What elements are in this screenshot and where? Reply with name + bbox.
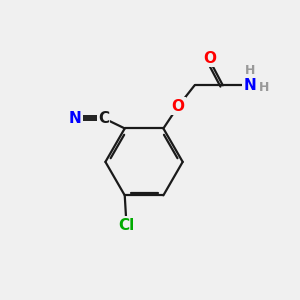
Text: C: C (98, 110, 109, 125)
Text: O: O (203, 51, 217, 66)
Text: N: N (69, 110, 82, 125)
Text: Cl: Cl (118, 218, 134, 232)
Text: H: H (244, 64, 255, 77)
Text: O: O (172, 99, 185, 114)
Text: H: H (259, 81, 270, 94)
Text: N: N (243, 78, 256, 93)
